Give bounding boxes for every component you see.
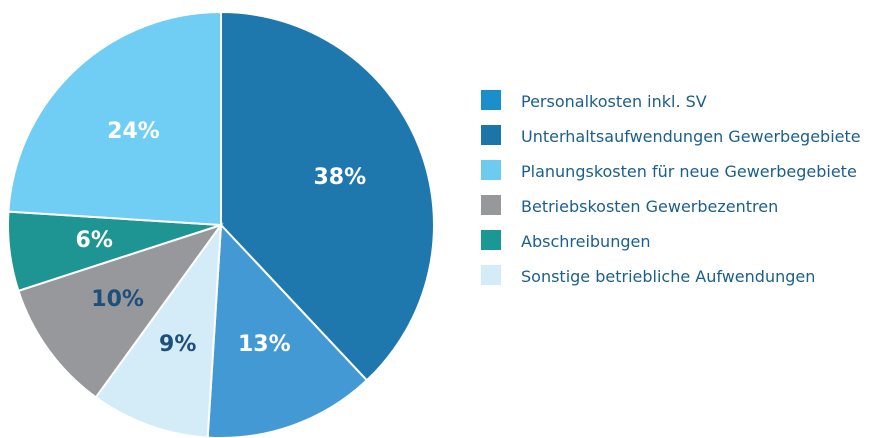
slice-label: 6% — [76, 228, 113, 253]
chart: 38% 13% 9% 10% 6% 24% — [7, 10, 435, 438]
legend-swatch — [481, 265, 501, 285]
legend-item: Sonstige betriebliche Aufwendungen — [481, 259, 876, 294]
legend-swatch — [481, 195, 501, 215]
legend-label: Unterhaltsaufwendungen Gewerbegebiete — [521, 127, 861, 146]
legend-item: Unterhaltsaufwendungen Gewerbegebiete — [481, 119, 876, 154]
legend-label: Planungskosten für neue Gewerbegebiete — [521, 162, 857, 181]
slice-label: 10% — [91, 287, 144, 312]
pie-slice — [7, 10, 222, 227]
legend-item: Abschreibungen — [481, 224, 876, 259]
legend-swatch — [481, 160, 501, 180]
legend: Personalkosten inkl. SV Unterhaltsaufwend… — [481, 84, 876, 294]
legend-item: Personalkosten inkl. SV — [481, 84, 876, 119]
slice-label: 24% — [107, 119, 160, 144]
legend-swatch — [481, 90, 501, 110]
legend-swatch — [481, 230, 501, 250]
pie-slice — [220, 10, 435, 382]
legend-swatch — [481, 125, 501, 145]
slice-label: 38% — [313, 165, 366, 190]
legend-label: Abschreibungen — [521, 232, 651, 251]
legend-item: Planungskosten für neue Gewerbegebiete — [481, 154, 876, 189]
slice-label: 13% — [238, 332, 291, 357]
legend-label: Sonstige betriebliche Aufwendungen — [521, 267, 816, 286]
legend-item: Betriebskosten Gewerbezentren — [481, 189, 876, 224]
slice-label: 9% — [159, 332, 196, 357]
legend-label: Personalkosten inkl. SV — [521, 92, 707, 111]
pie-slice — [17, 223, 224, 399]
legend-label: Betriebskosten Gewerbezentren — [521, 197, 779, 216]
pie-slice — [94, 221, 223, 438]
